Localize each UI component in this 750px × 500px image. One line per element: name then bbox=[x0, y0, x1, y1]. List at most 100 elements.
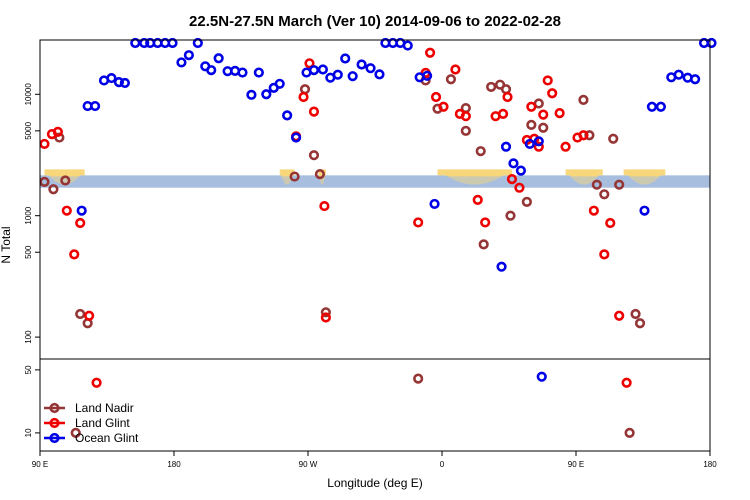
data-point bbox=[526, 119, 537, 130]
data-point bbox=[515, 165, 527, 176]
data-point bbox=[554, 107, 565, 119]
data-point bbox=[524, 138, 535, 150]
data-point bbox=[496, 261, 507, 272]
data-point bbox=[274, 78, 285, 89]
y-tick-label: 500 bbox=[24, 245, 33, 259]
data-point bbox=[319, 200, 330, 212]
data-point bbox=[84, 310, 95, 321]
data-point bbox=[365, 63, 376, 74]
data-point bbox=[356, 59, 367, 70]
y-tick-label: 10000 bbox=[24, 83, 33, 106]
data-point bbox=[139, 37, 150, 49]
data-point bbox=[340, 53, 351, 64]
data-point bbox=[630, 308, 641, 320]
data-point bbox=[460, 111, 471, 122]
legend-marker bbox=[49, 432, 60, 444]
legend-marker bbox=[49, 402, 60, 414]
data-point bbox=[91, 377, 102, 388]
data-point bbox=[538, 122, 549, 133]
y-tick-label: 10 bbox=[24, 428, 33, 437]
data-point bbox=[542, 75, 553, 86]
data-point bbox=[298, 91, 309, 103]
legend-label: Ocean Glint bbox=[75, 431, 139, 445]
y-tick-label: 1000 bbox=[24, 206, 33, 224]
data-point bbox=[347, 71, 358, 82]
data-point bbox=[502, 91, 513, 103]
data-point bbox=[472, 194, 483, 205]
data-point bbox=[560, 141, 571, 152]
data-point bbox=[450, 64, 461, 75]
data-point bbox=[402, 40, 413, 51]
data-point bbox=[497, 108, 509, 119]
data-point bbox=[624, 427, 635, 439]
data-point bbox=[584, 130, 595, 141]
data-point bbox=[75, 217, 86, 229]
data-point bbox=[317, 64, 328, 75]
x-tick-label: 90 W bbox=[299, 460, 318, 469]
data-point bbox=[39, 138, 50, 150]
data-point bbox=[75, 308, 86, 320]
data-point bbox=[213, 53, 224, 64]
data-point bbox=[413, 373, 424, 384]
data-point bbox=[614, 179, 625, 190]
data-point bbox=[578, 130, 589, 141]
data-point bbox=[69, 249, 80, 260]
data-point bbox=[521, 196, 532, 207]
data-point bbox=[167, 37, 178, 49]
data-point bbox=[478, 239, 489, 250]
data-point bbox=[253, 67, 264, 78]
legend-label: Land Glint bbox=[75, 416, 130, 430]
data-point bbox=[500, 84, 512, 95]
data-point bbox=[438, 101, 449, 112]
data-point bbox=[533, 141, 544, 152]
data-point bbox=[413, 217, 424, 228]
data-point bbox=[183, 50, 194, 61]
axes: 90 E 180 90 W 0 90 E 180 10 50 100 500 1000 5000 100… bbox=[24, 83, 717, 469]
x-tick-label: 180 bbox=[703, 460, 717, 469]
data-point bbox=[304, 58, 315, 69]
x-tick-label: 90 E bbox=[32, 460, 48, 469]
data-point bbox=[237, 67, 248, 78]
data-point bbox=[320, 307, 331, 318]
data-point bbox=[533, 136, 544, 147]
data-point bbox=[547, 88, 558, 99]
data-point bbox=[308, 65, 320, 76]
data-point bbox=[588, 205, 599, 216]
y-tick-label: 50 bbox=[24, 365, 33, 374]
data-point bbox=[591, 179, 602, 190]
series-ocean-glint bbox=[76, 37, 717, 382]
data-point bbox=[282, 110, 293, 121]
data-point bbox=[690, 74, 701, 85]
data-point bbox=[634, 318, 646, 329]
data-point bbox=[89, 100, 101, 112]
data-point bbox=[429, 198, 440, 210]
data-point bbox=[706, 37, 717, 49]
data-point bbox=[106, 72, 117, 84]
data-point bbox=[206, 65, 217, 76]
data-point bbox=[608, 133, 619, 144]
plot-frame bbox=[39, 39, 711, 452]
data-point bbox=[673, 69, 684, 80]
data-point bbox=[578, 94, 589, 105]
data-point bbox=[646, 101, 658, 112]
series-land-nadir bbox=[39, 74, 646, 439]
data-point bbox=[599, 249, 610, 260]
data-point bbox=[526, 101, 537, 112]
data-point bbox=[505, 210, 516, 221]
data-point bbox=[374, 69, 385, 80]
data-point bbox=[314, 169, 326, 180]
data-point bbox=[480, 217, 491, 228]
band-overlay bbox=[40, 176, 710, 187]
data-point bbox=[445, 74, 457, 85]
y-axis-label: N Total bbox=[0, 226, 13, 263]
x-tick-label: 90 E bbox=[568, 460, 584, 469]
data-point bbox=[192, 37, 203, 49]
data-point bbox=[289, 171, 300, 182]
data-point bbox=[261, 89, 272, 100]
data-point bbox=[614, 310, 625, 321]
data-point bbox=[39, 176, 50, 187]
data-point bbox=[514, 182, 525, 193]
data-point bbox=[655, 101, 666, 112]
data-point bbox=[500, 141, 512, 152]
